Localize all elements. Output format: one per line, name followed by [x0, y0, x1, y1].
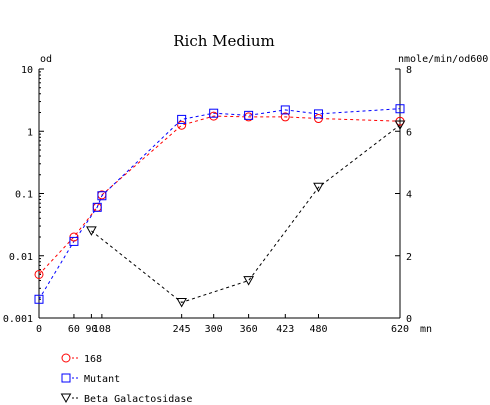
left-tick-label: 1 — [27, 127, 33, 138]
data-point-beta-galactosidase — [394, 120, 406, 131]
data-point-mutant — [92, 202, 102, 212]
x-tick-label: 360 — [240, 324, 258, 335]
data-point-mutant — [69, 236, 79, 246]
legend-label-168: 168 — [84, 354, 102, 365]
data-point-mutant — [97, 191, 107, 201]
data-point-beta-galactosidase — [243, 276, 254, 286]
right-axis-label: nmole/min/od600 — [398, 54, 488, 65]
x-tick-label: 0 — [36, 324, 42, 335]
legend-marker-mutant — [61, 373, 71, 383]
x-tick-label: 245 — [173, 324, 191, 335]
left-tick-label: 0.1 — [15, 190, 33, 201]
left-axis-label: od — [40, 54, 52, 65]
data-point-beta-galactosidase — [176, 297, 188, 308]
x-tick-label: 480 — [309, 324, 327, 335]
legend-marker-168 — [61, 353, 71, 363]
left-tick-label: 0.01 — [9, 252, 33, 263]
series-line-168 — [38, 115, 401, 275]
x-tick-label: 108 — [93, 324, 111, 335]
left-tick-label: 10 — [21, 65, 33, 76]
right-tick-label: 6 — [406, 127, 412, 138]
right-tick-label: 8 — [406, 65, 412, 76]
data-point-mutant — [244, 110, 254, 120]
legend-marker-beta-galactosidase — [60, 393, 72, 404]
data-point-168 — [177, 120, 187, 130]
data-point-168 — [34, 269, 44, 279]
right-tick-label: 4 — [406, 190, 412, 201]
x-tick-label: 60 — [68, 324, 80, 335]
data-point-168 — [313, 114, 323, 124]
series-line-mutant — [38, 108, 401, 300]
data-point-beta-galactosidase — [313, 182, 324, 193]
x-tick-label: 90 — [85, 324, 97, 335]
data-point-mutant — [34, 294, 44, 304]
x-axis-label: mn — [420, 324, 432, 335]
data-point-mutant — [280, 105, 290, 115]
right-tick-label: 0 — [406, 314, 412, 325]
data-point-mutant — [313, 109, 323, 119]
data-point-beta-galactosidase — [86, 226, 97, 236]
legend-label-beta-galactosidase: Beta Galactosidase — [84, 394, 192, 405]
left-tick-label: 0.001 — [3, 314, 33, 325]
data-point-mutant — [209, 108, 219, 118]
data-point-168 — [280, 112, 290, 122]
x-tick-label: 620 — [391, 324, 409, 335]
right-tick-label: 2 — [406, 252, 412, 263]
x-tick-label: 300 — [205, 324, 223, 335]
x-tick-label: 423 — [276, 324, 294, 335]
data-point-mutant — [395, 104, 405, 114]
legend-label-mutant: Mutant — [84, 374, 120, 385]
series-line-beta-galactosidase — [91, 124, 401, 303]
chart-title: Rich Medium — [173, 32, 274, 50]
data-point-mutant — [177, 114, 187, 124]
